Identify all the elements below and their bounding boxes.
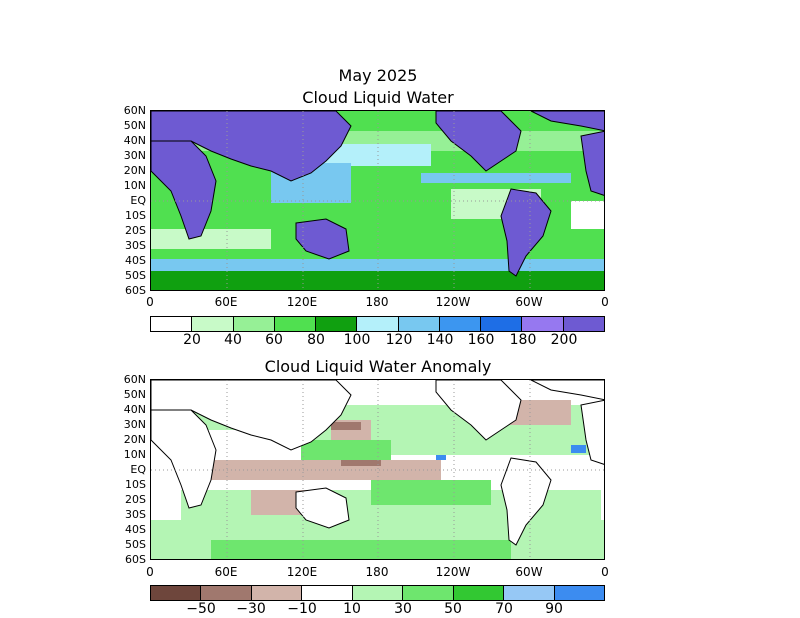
lon-label: 60E [214, 295, 238, 309]
colorbar-label: 120 [385, 332, 413, 348]
colorbar-label: 80 [307, 332, 325, 348]
colorbar-label: 100 [343, 332, 371, 348]
lon-label: 60W [515, 565, 543, 579]
colorbar-swatch [251, 586, 303, 600]
colorbar-label: 90 [545, 601, 563, 617]
colorbar-swatch [302, 586, 353, 600]
lon-label: 120E [286, 295, 318, 309]
cloud-liquid-water-map [150, 110, 605, 291]
colorbar-swatch [151, 586, 202, 600]
lat-label: 20N [123, 433, 146, 446]
colorbar-swatch [316, 317, 358, 331]
date-title: May 2025 [338, 66, 418, 85]
lon-label: 0 [601, 565, 609, 579]
colorbar-swatch [504, 586, 555, 600]
colorbar-swatch [439, 317, 482, 331]
colorbar-swatch [403, 586, 454, 600]
colorbar-label: 180 [509, 332, 537, 348]
lon-label: 120E [286, 565, 318, 579]
lon-label: 180 [365, 565, 389, 579]
colorbar-cloud-liquid-water [150, 316, 605, 332]
lat-label: 10S [125, 209, 146, 222]
colorbar-swatch [481, 317, 523, 331]
lon-label: 60E [214, 565, 238, 579]
panel2-title: Cloud Liquid Water Anomaly [264, 357, 492, 376]
colorbar-label: 50 [444, 601, 462, 617]
cloud-liquid-water-anomaly-map [150, 379, 605, 560]
colorbar-label: 200 [550, 332, 578, 348]
colorbar-swatch [352, 586, 404, 600]
colorbar-label: 70 [495, 601, 513, 617]
lat-label: EQ [130, 194, 146, 207]
lat-label: 50N [123, 119, 146, 132]
lat-label: 50S [125, 269, 146, 282]
lat-label: 40S [125, 254, 146, 267]
lon-label: 180 [365, 295, 389, 309]
lat-label: 30N [123, 149, 146, 162]
panel1-title: Cloud Liquid Water [302, 88, 454, 107]
lat-label: 40N [123, 403, 146, 416]
lat-label: 10S [125, 478, 146, 491]
colorbar-label: −50 [186, 601, 216, 617]
lat-label: 20S [125, 493, 146, 506]
colorbar-swatch [563, 317, 604, 331]
colorbar-label: 30 [394, 601, 412, 617]
colorbar-label: 40 [224, 332, 242, 348]
lat-label: 50S [125, 538, 146, 551]
lat-label: 30S [125, 508, 146, 521]
lat-label: 10N [123, 179, 146, 192]
lon-label: 0 [601, 295, 609, 309]
colorbar-label: 140 [426, 332, 454, 348]
colorbar-swatch [201, 586, 252, 600]
colorbar-label: 160 [467, 332, 495, 348]
lat-label: 50N [123, 388, 146, 401]
lat-label: 60N [123, 104, 146, 117]
lat-label: EQ [130, 463, 146, 476]
lat-label: 40S [125, 523, 146, 536]
lat-label: 60S [125, 284, 146, 297]
colorbar-swatch [151, 317, 193, 331]
lat-label: 60S [125, 553, 146, 566]
lat-label: 30S [125, 239, 146, 252]
lat-label: 20S [125, 224, 146, 237]
lat-label: 10N [123, 448, 146, 461]
colorbar-swatch [274, 317, 317, 331]
colorbar-swatch [522, 317, 564, 331]
colorbar-label: 10 [343, 601, 361, 617]
lat-label: 60N [123, 373, 146, 386]
colorbar-anomaly [150, 585, 605, 601]
lon-label: 60W [515, 295, 543, 309]
colorbar-swatch [192, 317, 234, 331]
lon-label: 0 [146, 565, 154, 579]
colorbar-label: 20 [183, 332, 201, 348]
colorbar-label: −30 [236, 601, 266, 617]
lon-label: 120W [435, 565, 471, 579]
colorbar-swatch [453, 586, 505, 600]
colorbar-swatch [357, 317, 399, 331]
colorbar-label: 60 [265, 332, 283, 348]
lon-label: 0 [146, 295, 154, 309]
lat-label: 40N [123, 134, 146, 147]
colorbar-swatch [233, 317, 275, 331]
colorbar-label: −10 [287, 601, 317, 617]
lat-label: 20N [123, 164, 146, 177]
colorbar-swatch [398, 317, 440, 331]
lat-label: 30N [123, 418, 146, 431]
colorbar-swatch [554, 586, 604, 600]
lon-label: 120W [435, 295, 471, 309]
